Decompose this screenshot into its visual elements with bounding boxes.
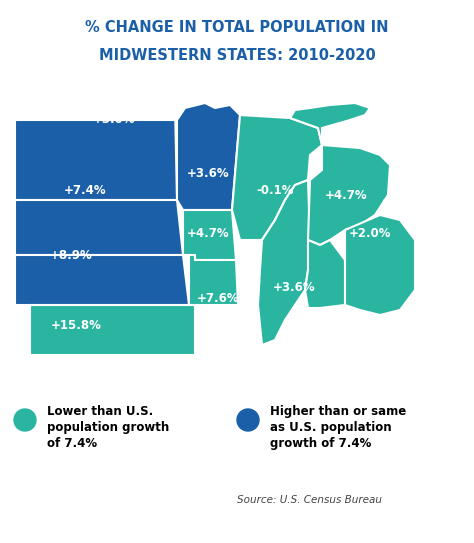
Text: +7.6%: +7.6% [197,292,239,305]
Text: +15.8%: +15.8% [50,319,101,332]
Polygon shape [232,115,322,240]
Text: +2.0%: +2.0% [348,227,391,240]
Polygon shape [15,255,189,305]
Text: +3.0%: +3.0% [92,113,135,126]
Polygon shape [345,215,415,315]
Text: +8.9%: +8.9% [50,249,92,262]
Polygon shape [15,105,177,200]
Text: as U.S. population: as U.S. population [270,421,392,434]
Circle shape [14,409,36,431]
Text: +3.6%: +3.6% [273,281,315,294]
Text: +2.3%: +2.3% [382,194,424,207]
Text: % CHANGE IN TOTAL POPULATION IN: % CHANGE IN TOTAL POPULATION IN [85,21,389,35]
Text: +7.4%: +7.4% [64,184,107,197]
Text: Higher than or same: Higher than or same [270,405,406,418]
Text: growth of 7.4%: growth of 7.4% [270,437,371,450]
Polygon shape [258,180,310,345]
Text: +4.7%: +4.7% [325,189,367,202]
Polygon shape [183,210,236,260]
Text: population growth: population growth [47,421,169,434]
Text: Lower than U.S.: Lower than U.S. [47,405,153,418]
Polygon shape [30,305,195,355]
Polygon shape [290,103,370,145]
Circle shape [237,409,259,431]
Text: +4.7%: +4.7% [187,227,230,240]
Polygon shape [177,103,240,210]
Text: +3.6%: +3.6% [187,167,230,180]
Polygon shape [189,255,238,305]
Polygon shape [15,200,183,255]
Text: MIDWESTERN STATES: 2010-2020: MIDWESTERN STATES: 2010-2020 [99,47,375,62]
Polygon shape [308,145,390,245]
Text: of 7.4%: of 7.4% [47,437,97,450]
Polygon shape [305,240,345,308]
Text: Source: U.S. Census Bureau: Source: U.S. Census Bureau [237,495,383,505]
Text: -0.1%: -0.1% [256,184,294,197]
